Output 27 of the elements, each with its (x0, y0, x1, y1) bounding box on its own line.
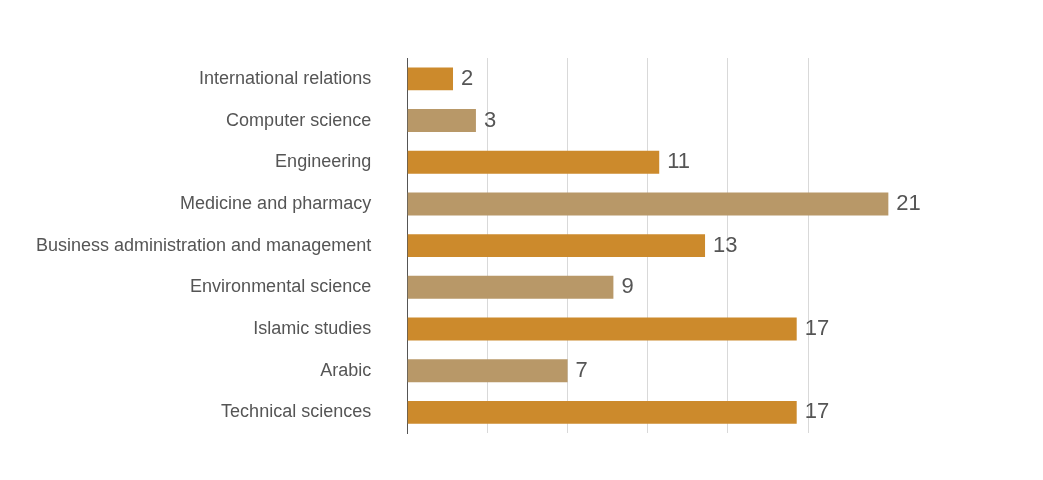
data-label: 2 (461, 64, 474, 90)
bar (407, 234, 706, 258)
bar (407, 317, 797, 341)
y-tick-label: Environmental science (190, 276, 372, 297)
data-label: 11 (667, 148, 691, 174)
data-label: 17 (804, 315, 830, 341)
data-label: 13 (713, 231, 738, 257)
bar (407, 400, 797, 424)
y-tick-label: Islamic studies (253, 317, 372, 338)
bar (407, 67, 454, 91)
data-label: 3 (483, 106, 497, 132)
y-tick-label: Medicine and pharmacy (180, 192, 372, 213)
data-label: 7 (575, 356, 588, 382)
bar (407, 275, 614, 299)
bar (407, 359, 568, 383)
y-tick-label: Technical sciences (221, 401, 372, 422)
y-tick-label: Engineering (275, 151, 372, 172)
bar (407, 192, 889, 216)
y-tick-label: Arabic (320, 359, 372, 380)
data-label: 9 (621, 273, 634, 299)
data-label: 17 (804, 398, 830, 424)
bar (407, 150, 660, 174)
y-tick-label: International relations (199, 67, 372, 88)
data-label: 21 (896, 189, 921, 215)
bar (407, 109, 476, 132)
y-tick-label: Business administration and management (35, 234, 372, 255)
y-tick-label: Computer science (226, 109, 372, 130)
